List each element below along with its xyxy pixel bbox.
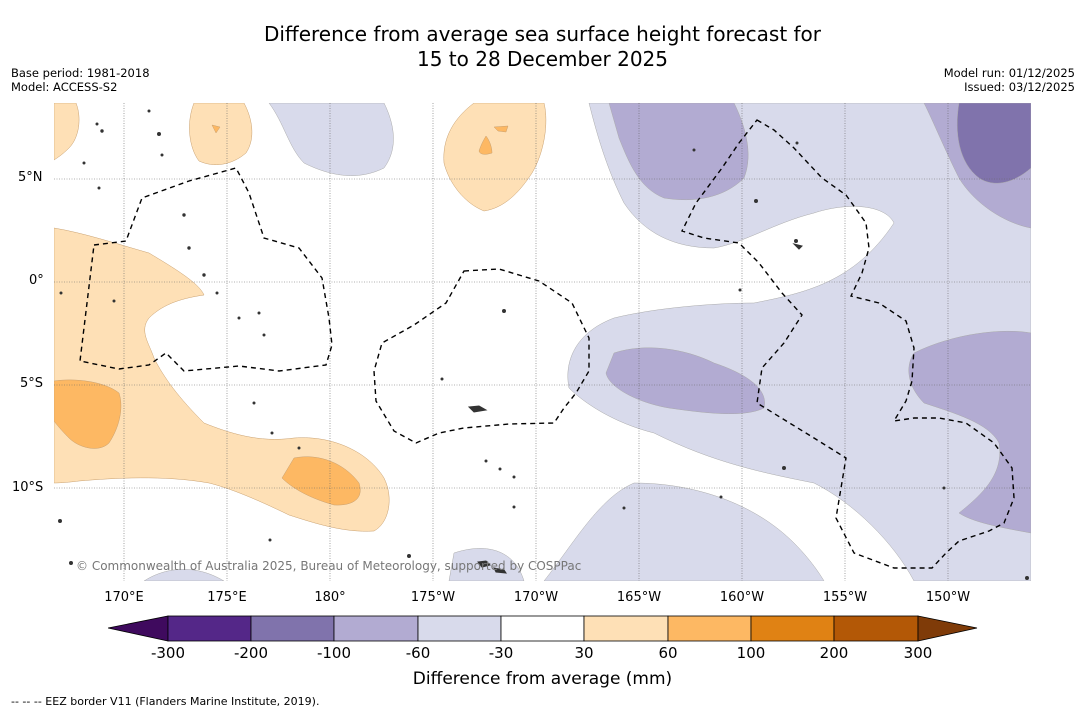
negative-anomaly-region — [143, 569, 225, 581]
lon-label: 150°W — [925, 590, 971, 605]
positive-anomaly-region — [478, 135, 493, 155]
colorbar-segment — [667, 615, 752, 642]
sea-surface-height-map — [54, 103, 1031, 581]
colorbar-segment — [333, 615, 419, 642]
lon-label: 170°E — [104, 590, 144, 605]
colorbar-segment — [250, 615, 335, 642]
negative-anomaly-region — [605, 347, 765, 415]
meta-left: Base period: 1981-2018 Model: ACCESS-S2 — [11, 66, 150, 94]
negative-anomaly-region — [543, 482, 825, 581]
colorbar-tick-label: -30 — [488, 644, 514, 662]
colorbar-tick-label: 200 — [819, 644, 849, 662]
eez-legend-note: -- -- -- EEZ border V11 (Flanders Marine… — [11, 695, 320, 708]
lat-label: 5°S — [20, 376, 44, 391]
positive-anomaly-region — [211, 124, 221, 134]
lat-label: 5°N — [18, 170, 43, 185]
eez-border — [79, 119, 1015, 569]
colorbar-segment — [833, 615, 919, 642]
island-outlines — [58, 109, 1029, 580]
colorbar-segment — [500, 615, 585, 642]
issued-label: Issued: 03/12/2025 — [964, 80, 1075, 94]
colorbar-tick-label: -60 — [405, 644, 431, 662]
negative-anomaly-region — [908, 330, 1031, 534]
colorbar-tick-label: 30 — [574, 644, 594, 662]
colorbar — [108, 615, 978, 642]
lon-label: 165°W — [616, 590, 662, 605]
positive-anomaly-region — [54, 379, 122, 449]
colorbar-extend-max — [917, 615, 978, 642]
colorbar-tick-label: -300 — [150, 644, 186, 662]
colorbar-tick-label: 300 — [903, 644, 933, 662]
negative-anomaly-region — [956, 103, 1031, 184]
title-line-1: Difference from average sea surface heig… — [263, 22, 822, 46]
title-line-2: 15 to 28 December 2025 — [416, 47, 668, 71]
positive-anomaly-region — [54, 103, 80, 161]
lon-label: 175°E — [207, 590, 247, 605]
map-graticule — [54, 103, 1031, 581]
colorbar-segment — [417, 615, 502, 642]
colorbar-tick-label: 60 — [658, 644, 678, 662]
colorbar-segment — [167, 615, 252, 642]
negative-anomaly-region — [567, 103, 1031, 581]
positive-anomaly-region — [493, 125, 509, 133]
colorbar-extend-min — [108, 615, 169, 642]
lat-label: 0° — [29, 273, 44, 288]
colorbar-title: Difference from average (mm) — [412, 669, 673, 689]
colorbar-tick-label: -100 — [316, 644, 352, 662]
positive-anomaly-region — [443, 103, 547, 212]
positive-anomaly-region — [189, 103, 253, 165]
colorbar-tick-label: 100 — [736, 644, 766, 662]
positive-anomaly-region — [54, 227, 390, 532]
lon-label: 155°W — [822, 590, 868, 605]
model-label: Model: ACCESS-S2 — [11, 80, 118, 94]
lon-label: 170°W — [513, 590, 559, 605]
colorbar-segment — [583, 615, 669, 642]
colorbar-tick-label: -200 — [233, 644, 269, 662]
lon-label: 160°W — [719, 590, 765, 605]
positive-anomaly-region — [281, 456, 361, 506]
lat-label: 10°S — [12, 480, 44, 495]
base-period-label: Base period: 1981-2018 — [11, 66, 150, 80]
lon-label: 175°W — [410, 590, 456, 605]
negative-anomaly-region — [268, 103, 394, 176]
meta-right: Model run: 01/12/2025 Issued: 03/12/2025 — [944, 66, 1075, 94]
copyright-notice: © Commonwealth of Australia 2025, Bureau… — [76, 559, 582, 573]
model-run-label: Model run: 01/12/2025 — [943, 66, 1075, 80]
chart-title: Difference from average sea surface heig… — [0, 22, 1085, 72]
colorbar-segment — [750, 615, 835, 642]
lon-label: 180° — [314, 590, 346, 605]
